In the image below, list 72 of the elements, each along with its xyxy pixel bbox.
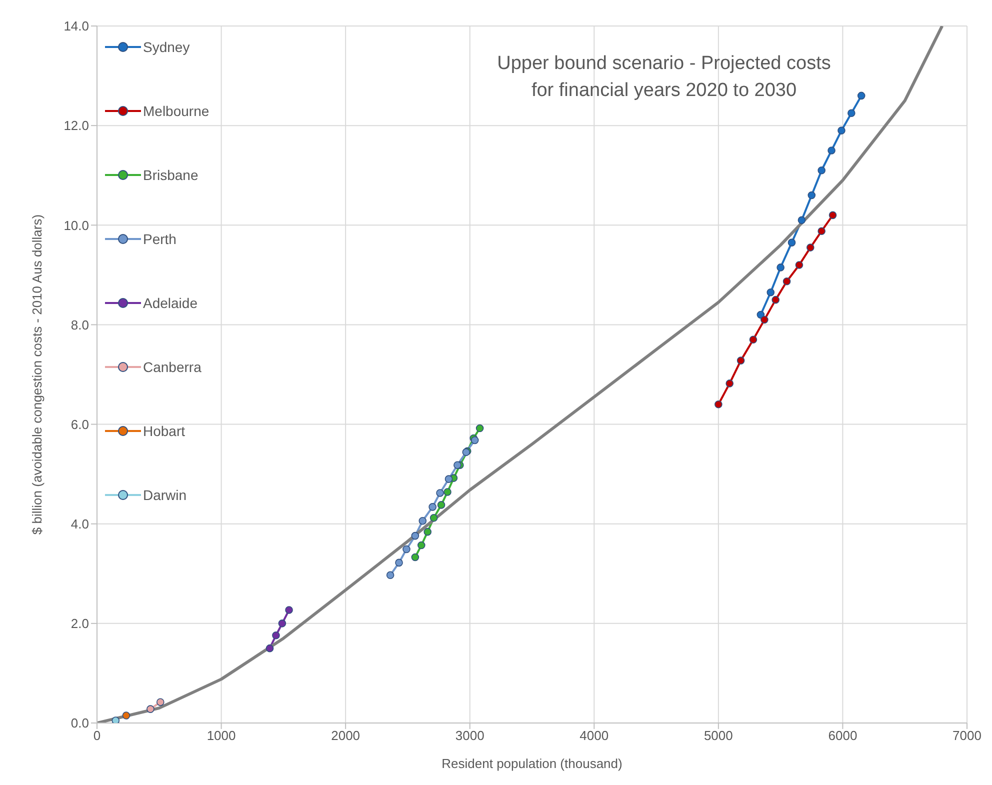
x-tick-label: 3000: [455, 728, 484, 744]
x-tick-label: 5000: [704, 728, 733, 744]
point: [818, 227, 826, 236]
x-axis-title: Resident population (thousand): [442, 756, 622, 771]
point: [828, 146, 836, 154]
x-tick-label: 2000: [331, 728, 360, 744]
point: [857, 92, 866, 100]
point: [726, 380, 734, 388]
y-tick-label: 6.0: [70, 416, 89, 432]
point: [476, 424, 484, 432]
point: [278, 620, 286, 628]
legend-label: Darwin: [143, 487, 187, 503]
point: [795, 261, 804, 269]
y-tick-label: 10.0: [64, 218, 89, 233]
legend-label: Sydney: [143, 39, 190, 55]
point: [285, 606, 293, 614]
y-tick-label: 8.0: [70, 317, 89, 332]
y-tick-label: 2.0: [70, 616, 89, 632]
point: [444, 488, 452, 496]
point: [766, 288, 775, 296]
y-tick-label: 0.0: [70, 716, 89, 731]
point: [749, 336, 758, 344]
point: [402, 545, 410, 554]
x-tick-label: 6000: [828, 728, 858, 744]
point: [714, 400, 722, 408]
point: [828, 211, 837, 220]
point: [808, 191, 816, 200]
x-tick-label: 0: [93, 728, 101, 744]
point: [798, 216, 806, 224]
point: [386, 571, 394, 580]
point: [760, 316, 768, 324]
point: [428, 503, 436, 511]
point: [772, 296, 780, 304]
point: [838, 126, 846, 134]
legend-label: Adelaide: [143, 295, 198, 311]
y-axis-title: $ billion (avoidable congestion costs - 2010 Aus dollars): [30, 214, 45, 535]
point: [782, 278, 791, 286]
x-tick-label: 1000: [206, 728, 236, 744]
text: Upper bound scenario - Projected costs for financial years 2020 to 2030: [496, 52, 832, 103]
point: [418, 516, 427, 525]
point: [788, 238, 796, 246]
point: [411, 553, 420, 562]
x-tick-label: 7000: [952, 728, 982, 744]
point: [395, 558, 403, 567]
y-tick-label: 4.0: [70, 516, 89, 532]
point: [156, 698, 164, 706]
point: [272, 631, 280, 640]
point: [411, 532, 420, 540]
point: [454, 461, 462, 470]
legend-label: Melbourne: [143, 103, 210, 119]
x-tick-label: 4000: [580, 728, 609, 744]
y-tick-label: 14.0: [64, 18, 89, 34]
legend-label: Perth: [143, 231, 176, 247]
point: [806, 244, 814, 252]
point: [112, 716, 120, 723]
point: [266, 644, 274, 652]
y-tick-label: 12.0: [64, 118, 89, 134]
legend-label: Hobart: [143, 423, 186, 439]
point: [818, 166, 826, 174]
point: [424, 528, 432, 536]
point: [848, 109, 856, 118]
point: [437, 501, 446, 509]
legend-label: Brisbane: [143, 167, 198, 183]
point: [122, 712, 130, 720]
point: [776, 264, 784, 272]
point: [430, 514, 438, 522]
point: [736, 356, 745, 364]
point: [436, 489, 444, 497]
legend-label: Canberra: [143, 359, 202, 375]
point: [146, 705, 154, 713]
point: [444, 475, 453, 483]
point: [417, 541, 426, 550]
